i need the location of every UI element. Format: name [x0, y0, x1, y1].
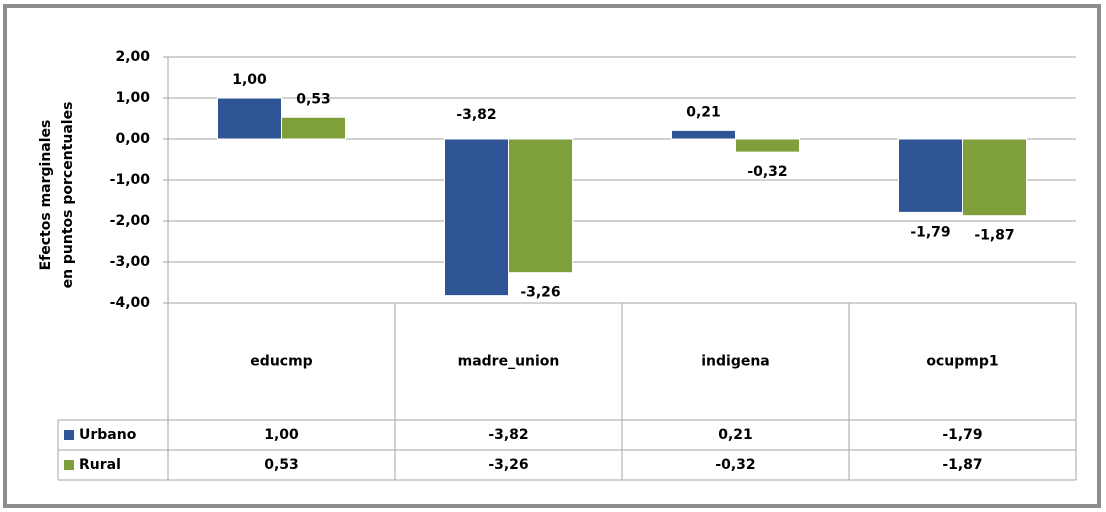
y-tick-label: -4,00 [110, 295, 151, 311]
y-tick-label: -3,00 [110, 254, 151, 270]
table-cell: 0,21 [718, 427, 753, 443]
table-cell: 1,00 [264, 427, 299, 443]
y-tick-label: -1,00 [110, 172, 151, 188]
data-label: -1,79 [910, 224, 950, 240]
y-axis-title: en puntos porcentuales [60, 102, 76, 289]
bar [898, 138, 963, 213]
legend-label: Urbano [79, 427, 137, 443]
legend-label: Rural [79, 457, 121, 473]
data-label: -3,26 [520, 285, 560, 301]
y-tick-label: 1,00 [115, 90, 150, 106]
table-cell: 0,53 [264, 457, 299, 473]
bar [217, 97, 282, 140]
legend-key [64, 460, 74, 470]
table-cell: -1,87 [942, 457, 982, 473]
y-tick-label: 0,00 [115, 131, 150, 147]
table-cell: -0,32 [715, 457, 755, 473]
x-tick-label: ocupmp1 [926, 354, 998, 370]
data-label: -1,87 [974, 228, 1014, 244]
y-tick-label: 2,00 [115, 49, 150, 65]
bar [444, 138, 509, 297]
y-tick-label: -2,00 [110, 213, 151, 229]
data-label: 1,00 [232, 72, 267, 88]
bar [508, 138, 573, 274]
x-tick-label: indigena [701, 354, 770, 370]
x-tick-label: madre_union [458, 354, 560, 370]
bar [735, 138, 800, 153]
x-tick-label: educmp [250, 354, 312, 370]
legend-key [64, 430, 74, 440]
data-label: 0,21 [686, 104, 721, 120]
bar [962, 138, 1027, 217]
bar [281, 116, 346, 140]
data-label: -3,82 [456, 107, 496, 123]
data-label: -0,32 [747, 164, 787, 180]
y-axis-title: Efectos marginales [38, 120, 54, 271]
table-cell: -3,82 [488, 427, 528, 443]
table-cell: -1,79 [942, 427, 982, 443]
data-label: 0,53 [296, 91, 331, 107]
bar [671, 129, 736, 140]
table-cell: -3,26 [488, 457, 528, 473]
